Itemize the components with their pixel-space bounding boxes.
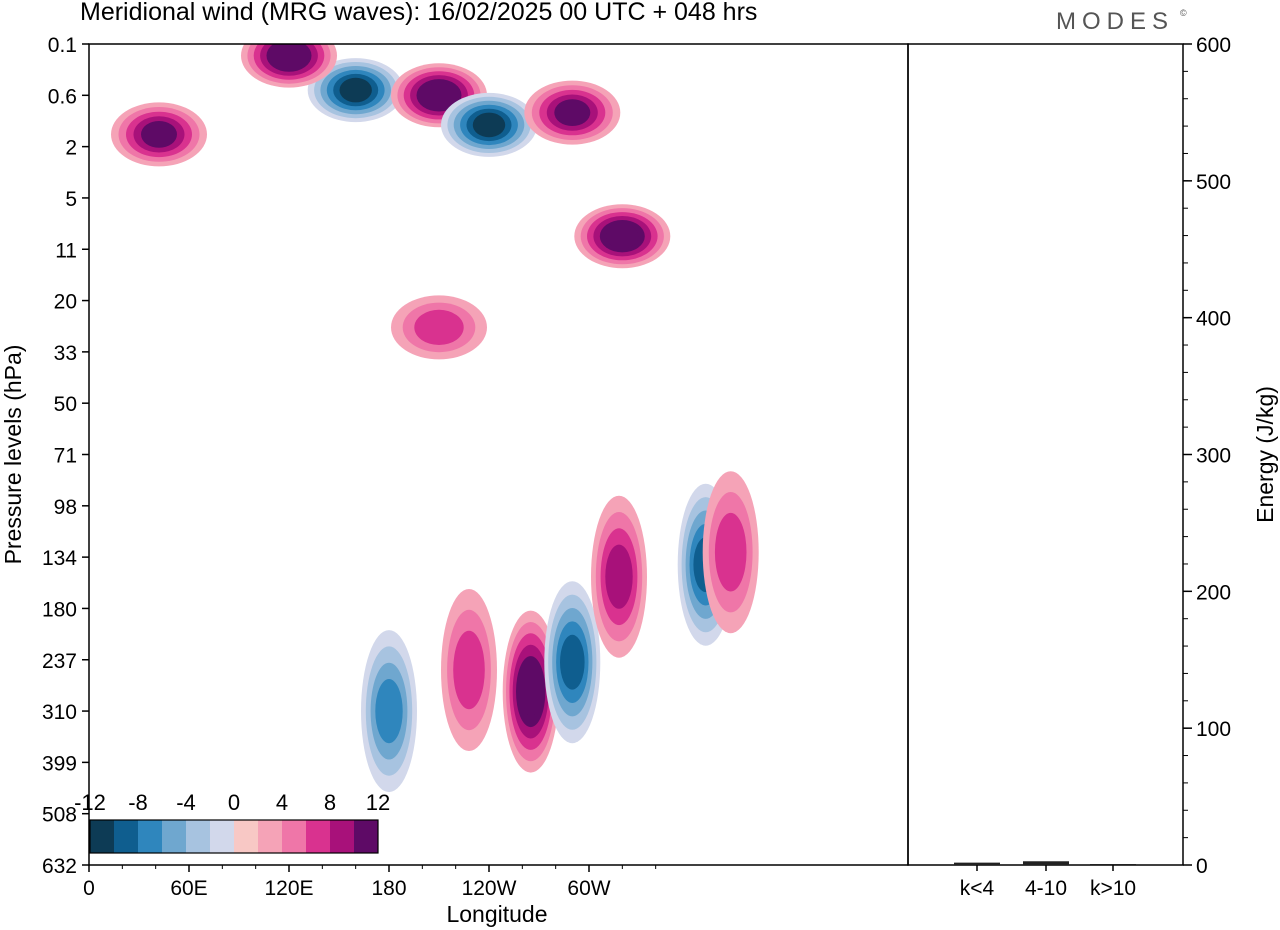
y-tick-label: 399 [42, 752, 77, 775]
x-tick-label: 120E [264, 877, 313, 900]
y-tick-label: 0.1 [48, 34, 77, 57]
contour-feature-13-level-2 [453, 630, 485, 710]
contour-feature-11-level-2 [414, 309, 464, 345]
energy-tick-label: 600 [1196, 34, 1231, 57]
colorbar-swatch [306, 820, 330, 853]
y-tick-label: 5 [65, 188, 77, 211]
energy-tick-label: 400 [1196, 308, 1231, 331]
contour-feature-8-level-3 [605, 544, 633, 609]
colorbar-swatch [210, 820, 234, 853]
x-tick-label: 180 [371, 877, 406, 900]
y-tick-label: 98 [54, 496, 77, 519]
contour-feature-14-level-2 [714, 512, 747, 592]
y-tick-label: 11 [55, 239, 77, 262]
colorbar-label: -4 [176, 790, 196, 815]
x-tick-label: 60W [567, 877, 610, 900]
energy-category-label: k<4 [960, 877, 995, 900]
y-tick-label: 180 [42, 598, 77, 621]
page-title: Meridional wind (MRG waves): 16/02/2025 … [80, 0, 758, 26]
x-tick-label: 0 [83, 877, 95, 900]
energy-tick-label: 0 [1196, 855, 1208, 878]
energy-tick-label: 200 [1196, 581, 1231, 604]
contour-feature-2-level-5 [422, 83, 456, 108]
y-tick-label: 0.6 [48, 85, 77, 108]
colorbar-label: 4 [276, 790, 288, 815]
energy-axis-label: Energy (J/kg) [1252, 386, 1278, 523]
colorbar-label: -12 [74, 790, 106, 815]
contour-field [111, 44, 759, 793]
energy-bar [954, 862, 1000, 865]
y-tick-label: 33 [54, 342, 77, 365]
energy-category-label: 4-10 [1025, 877, 1067, 900]
brand-mark: © [1180, 8, 1187, 18]
brand-logo: MODES [1056, 8, 1175, 35]
contour-feature-3-level-5 [472, 112, 506, 138]
energy-bar [1090, 864, 1136, 865]
axes-layer: 0.1 0.6 2 5 11 20 33 50 71 98 134 180 237 310 399 508 63… [0, 34, 1278, 927]
colorbar-label: 8 [324, 790, 336, 815]
energy-category-label: k>10 [1090, 877, 1136, 900]
colorbar: -12 -8 -4 0 4 8 12 [74, 790, 390, 854]
main-plot-frame [88, 43, 909, 866]
contour-feature-10-level-4 [141, 120, 177, 148]
colorbar-frame [89, 819, 379, 854]
colorbar-swatch [282, 820, 306, 853]
y-tick-label: 134 [42, 547, 77, 570]
energy-tick-label: 300 [1196, 445, 1231, 468]
energy-plot-frame [907, 43, 1184, 866]
colorbar-label: -8 [128, 790, 148, 815]
energy-bars: k<4 4-10 k>10 [954, 861, 1136, 900]
y-tick-label: 310 [42, 701, 77, 724]
contour-feature-5-level-5 [519, 667, 542, 716]
contour-feature-12-level-3 [375, 679, 403, 744]
x-axis-label: Longitude [446, 901, 547, 927]
x-tick-label: 120W [462, 877, 517, 900]
contour-feature-0-level-5 [339, 77, 372, 103]
colorbar-swatch [138, 820, 162, 853]
contour-feature-1-level-5 [272, 44, 306, 68]
y-tick-label: 237 [42, 650, 77, 673]
colorbar-label: 0 [228, 790, 240, 815]
y-tick-label: 2 [65, 137, 77, 160]
energy-tick-label: 100 [1196, 718, 1231, 741]
colorbar-swatch [354, 820, 378, 853]
contour-feature-6-level-4 [560, 634, 585, 690]
x-tick-label: 60E [170, 877, 207, 900]
colorbar-label: 12 [366, 790, 390, 815]
y-tick-label: 71 [54, 445, 77, 468]
colorbar-swatch [114, 820, 138, 853]
energy-bar [1023, 861, 1069, 865]
y-tick-label: 508 [42, 804, 77, 827]
colorbar-swatch [258, 820, 282, 853]
colorbar-swatch [162, 820, 186, 853]
y-tick-label: 50 [54, 393, 77, 416]
energy-tick-label: 500 [1196, 171, 1231, 194]
colorbar-swatch [234, 820, 258, 853]
y-tick-label: 20 [54, 291, 77, 314]
contour-feature-7-level-5 [606, 223, 639, 249]
y-tick-label: 632 [42, 855, 77, 878]
colorbar-swatch [186, 820, 210, 853]
colorbar-swatch [330, 820, 354, 853]
colorbar-swatch [90, 820, 114, 853]
contour-feature-4-level-4 [554, 99, 591, 126]
y-axis-label: Pressure levels (hPa) [0, 345, 26, 565]
